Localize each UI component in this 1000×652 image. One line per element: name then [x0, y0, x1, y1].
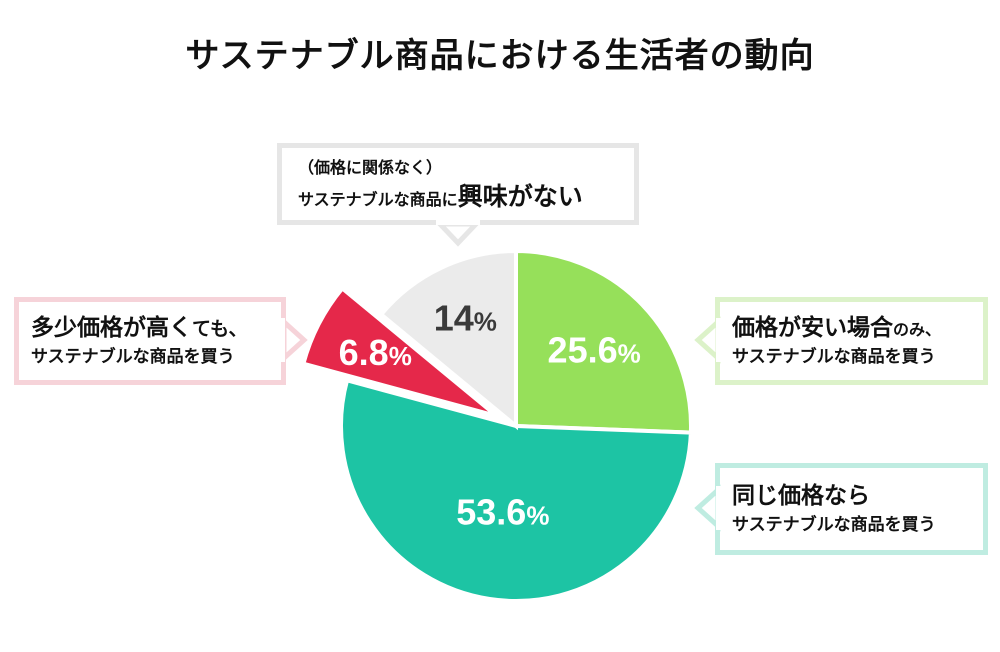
chart-title: サステナブル商品における生活者の動向 [185, 36, 815, 76]
slice-no-interest [378, 248, 518, 431]
label-cheaper: 25.6% [548, 330, 641, 371]
callout-no-interest-line2-big: 興味がない [457, 182, 583, 212]
callout-same-price-line1: 同じ価格なら [732, 483, 870, 509]
callout-cheaper: 価格が安い場合のみ、 サステナブルな商品を買う [715, 297, 988, 385]
callout-higher-price-line1-small: ても、 [192, 318, 248, 340]
callout-no-interest: （価格に関係なく） サステナブルな商品に興味がない [277, 143, 639, 225]
label-no-interest: 14% [434, 297, 497, 338]
callout-higher-price-line2: サステナブルな商品を買う [31, 347, 235, 368]
slice-same-price [339, 377, 693, 603]
callout-no-interest-line2-small: サステナブルな商品に [298, 190, 458, 210]
slice-cheaper [514, 248, 693, 435]
slice-higher-price [300, 285, 498, 418]
callout-cheaper-line2: サステナブルな商品を買う [732, 347, 936, 368]
callout-same-price-line2: サステナブルな商品を買う [732, 515, 936, 536]
callout-higher-price: 多少価格が高くても、 サステナブルな商品を買う [14, 297, 286, 385]
label-higher-price: 6.8% [339, 332, 412, 373]
label-same-price: 53.6% [456, 492, 549, 533]
callout-higher-price-line1-big: 多少価格が高く [31, 315, 192, 341]
callout-no-interest-line1: （価格に関係なく） [298, 158, 443, 177]
callout-cheaper-line1-small: のみ、 [893, 320, 942, 339]
callout-same-price: 同じ価格なら サステナブルな商品を買う [715, 463, 988, 555]
callout-cheaper-line1-big: 価格が安い場合 [732, 315, 893, 341]
